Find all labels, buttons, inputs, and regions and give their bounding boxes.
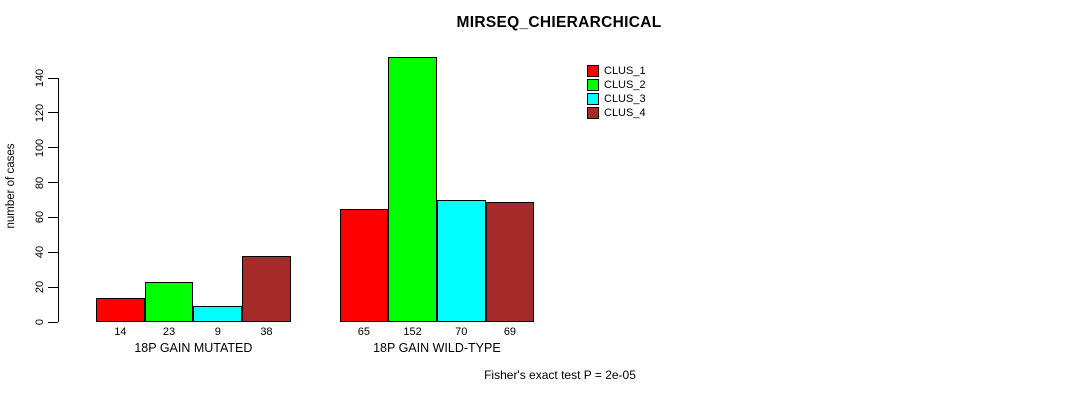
y-tick-label: 0: [34, 318, 46, 326]
bar-value-label: 14: [114, 326, 127, 338]
legend-item: CLUS_1: [587, 64, 646, 78]
y-tick: [48, 216, 58, 218]
legend-swatch-clus_1: [587, 65, 599, 78]
bar-clus_1: [96, 297, 145, 322]
bar-clus_3: [436, 200, 486, 322]
y-tick: [48, 182, 58, 184]
y-tick: [48, 147, 58, 149]
legend-item: CLUS_3: [587, 92, 646, 106]
group-label: 18P GAIN WILD-TYPE: [373, 341, 501, 355]
y-tick-label: 60: [34, 211, 46, 224]
chart-title: MIRSEQ_CHIERARCHICAL: [456, 14, 662, 31]
bar-value-label: 152: [403, 326, 422, 338]
y-tick: [48, 321, 58, 323]
bar-value-label: 65: [357, 326, 370, 338]
group-label: 18P GAIN MUTATED: [134, 341, 253, 355]
legend-label: CLUS_2: [604, 79, 646, 92]
y-tick-label: 20: [34, 281, 46, 294]
legend-label: CLUS_1: [604, 65, 646, 78]
legend-swatch-clus_3: [587, 93, 599, 106]
bar-clus_3: [193, 306, 243, 322]
bar-clus_4: [485, 201, 535, 322]
y-tick-label: 140: [34, 68, 46, 88]
legend-label: CLUS_4: [604, 107, 646, 120]
bar-value-label: 38: [260, 326, 273, 338]
legend-item: CLUS_2: [587, 78, 646, 92]
bar-value-label: 69: [503, 326, 517, 338]
bar-clus_2: [388, 57, 437, 322]
bar-value-label: 70: [455, 326, 468, 338]
y-tick-label: 80: [34, 176, 46, 189]
y-tick-label: 120: [34, 103, 46, 123]
bar-value-label: 9: [214, 326, 221, 338]
legend-label: CLUS_3: [604, 93, 646, 106]
y-axis-line: [58, 78, 59, 322]
bar-clus_2: [144, 281, 194, 322]
y-tick: [48, 112, 58, 114]
stat-annotation: Fisher's exact test P = 2e-05: [484, 368, 636, 382]
y-tick: [48, 77, 58, 79]
bar-clus_1: [339, 208, 389, 322]
bar-clus_4: [242, 255, 291, 322]
legend-swatch-clus_2: [587, 79, 599, 92]
bar-value-label: 23: [162, 326, 176, 338]
y-tick-label: 40: [34, 246, 46, 259]
legend: CLUS_1 CLUS_2 CLUS_3 CLUS_4: [587, 64, 646, 120]
legend-item: CLUS_4: [587, 106, 646, 120]
y-tick-label: 100: [34, 138, 46, 157]
y-tick: [48, 286, 58, 288]
legend-swatch-clus_4: [587, 107, 599, 120]
y-tick: [48, 251, 58, 253]
